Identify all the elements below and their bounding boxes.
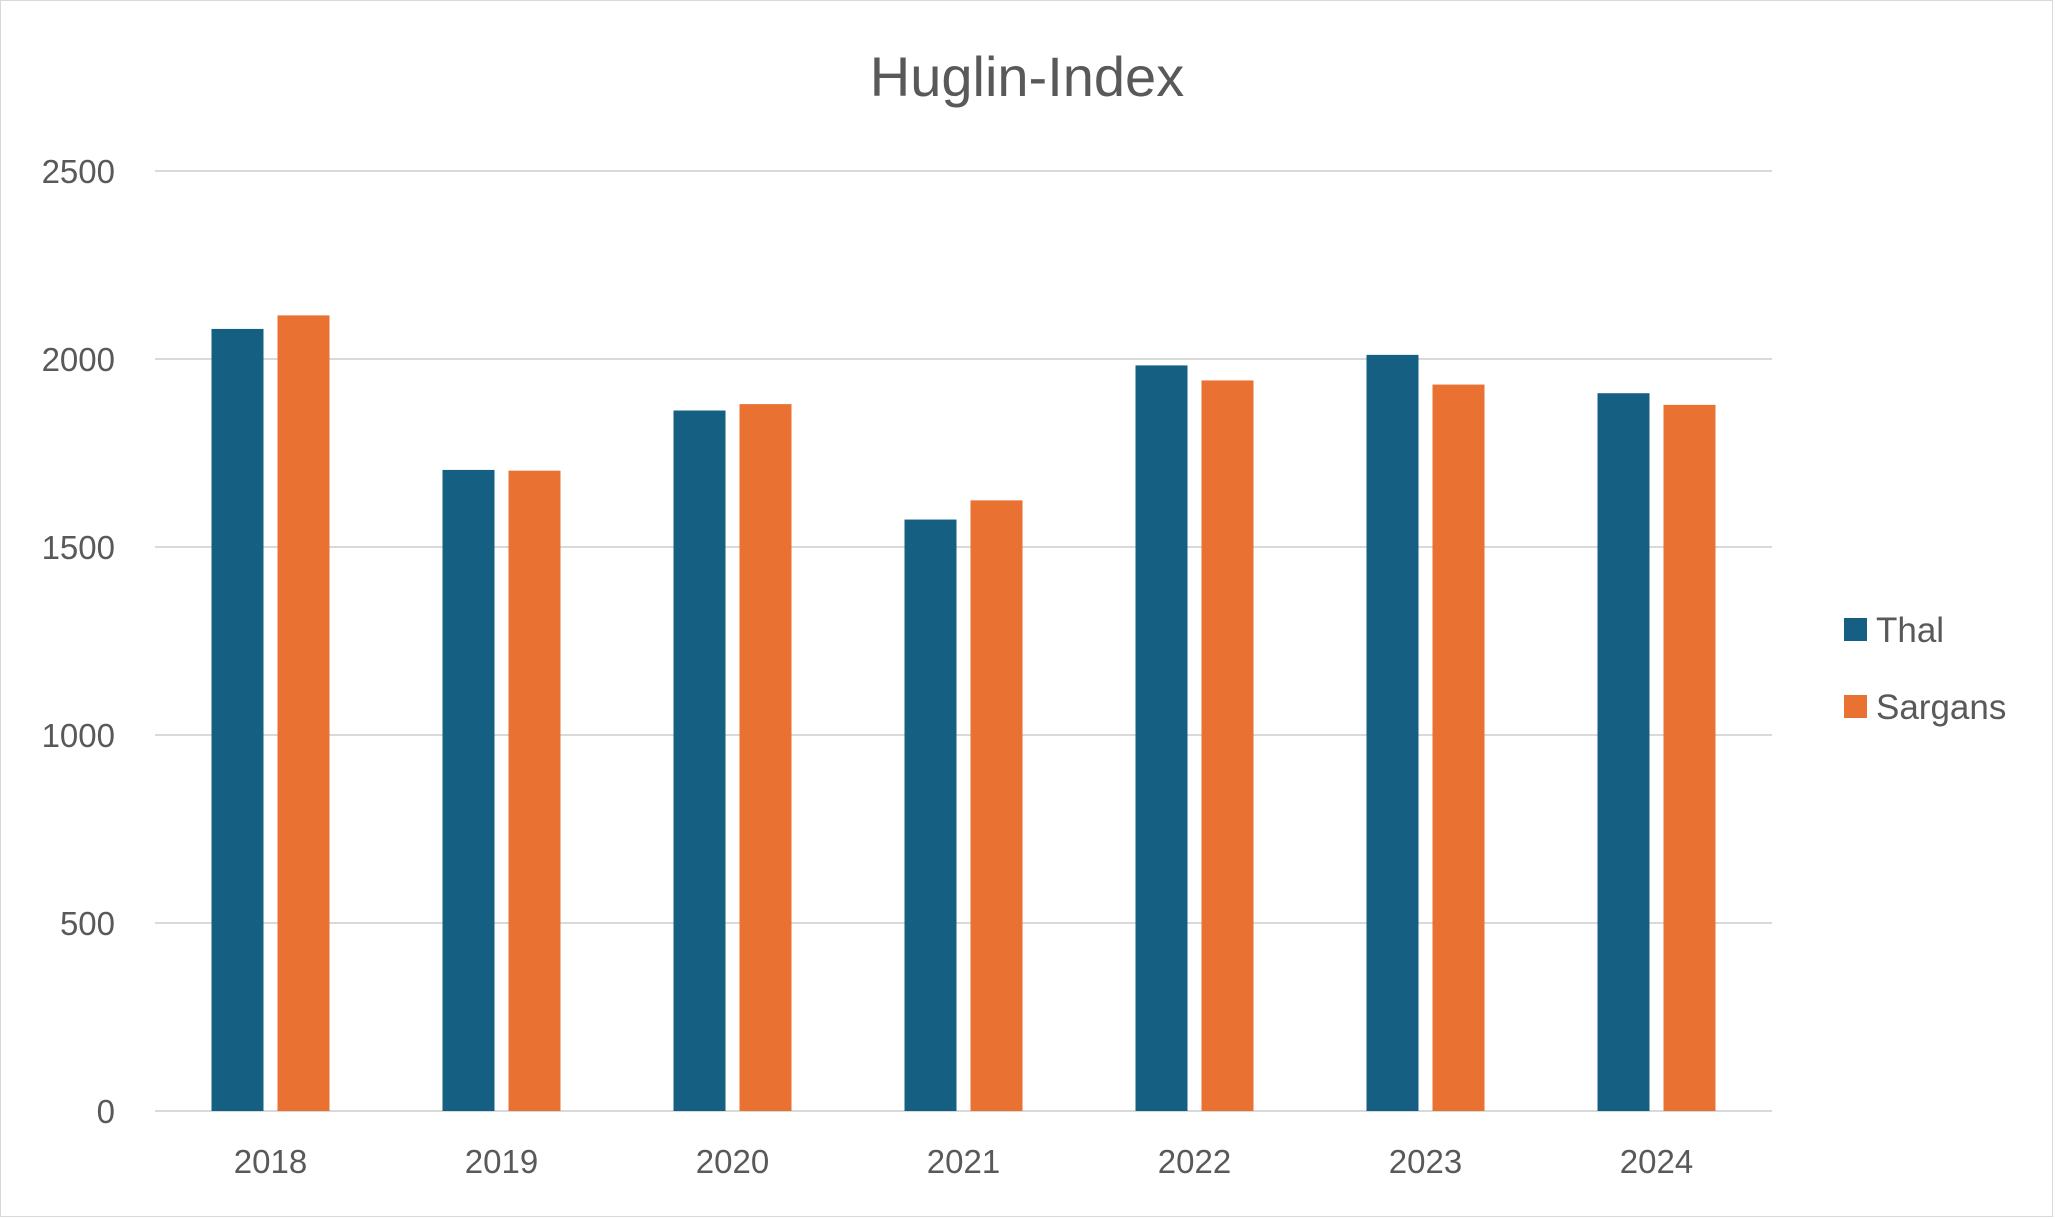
bar-sargans-2024 [1663,404,1716,1111]
bar-sargans-2018 [277,315,330,1111]
bar-thal-2020 [673,410,726,1112]
legend: Thal Sargans [1844,611,2006,727]
gridlines [155,170,1772,1112]
bar-sargans-2019 [508,470,561,1111]
bars [211,315,1716,1112]
x-tick-label: 2022 [1158,1143,1231,1180]
y-tick-label: 2500 [42,153,115,190]
bar-thal-2024 [1597,393,1650,1111]
legend-label-sargans: Sargans [1876,688,2006,727]
bar-thal-2023 [1366,354,1419,1111]
bar-thal-2021 [904,519,957,1111]
bar-thal-2022 [1135,365,1188,1112]
bar-sargans-2021 [970,500,1023,1112]
x-tick-label: 2024 [1620,1143,1693,1180]
x-tick-label: 2019 [465,1143,538,1180]
legend-swatch-thal [1844,618,1867,641]
x-tick-label: 2018 [234,1143,307,1180]
chart-title: Huglin-Index [870,45,1184,108]
y-axis-ticks: 0 500 1000 1500 2000 2500 [42,153,115,1130]
y-tick-label: 0 [97,1093,115,1130]
x-tick-label: 2020 [696,1143,769,1180]
legend-label-thal: Thal [1876,611,1944,650]
y-tick-label: 2000 [42,341,115,378]
bar-sargans-2022 [1201,380,1254,1111]
bar-sargans-2023 [1432,384,1485,1111]
y-tick-label: 1500 [42,529,115,566]
bar-thal-2018 [211,328,264,1111]
x-tick-label: 2021 [927,1143,1000,1180]
y-tick-label: 500 [60,905,115,942]
bar-thal-2019 [442,469,495,1111]
legend-swatch-sargans [1844,695,1867,718]
bar-sargans-2020 [739,404,792,1111]
x-axis-ticks: 2018 2019 2020 2021 2022 2023 2024 [234,1143,1693,1180]
x-tick-label: 2023 [1389,1143,1462,1180]
y-tick-label: 1000 [42,717,115,754]
